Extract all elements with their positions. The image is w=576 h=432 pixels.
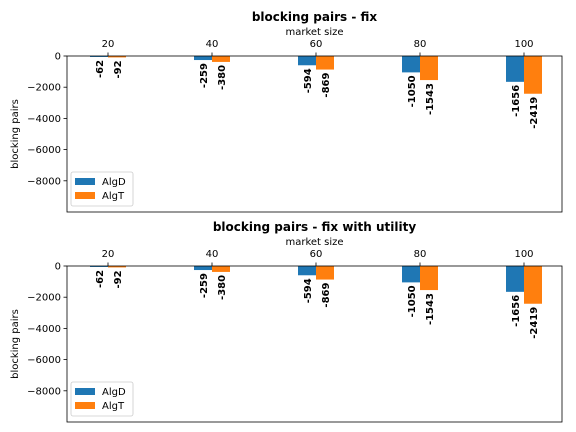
bar-algt-80: [420, 266, 438, 291]
data-label: -62: [95, 270, 106, 288]
y-tick-label: −2000: [27, 83, 61, 94]
x-tick-label: 40: [206, 249, 219, 260]
chart-title: blocking pairs - fix with utility: [213, 220, 416, 234]
bar-algd-20: [90, 266, 108, 267]
y-axis-label: blocking pairs: [10, 99, 21, 169]
bar-algt-20: [108, 56, 126, 58]
plot-frame: [66, 265, 563, 423]
y-tick-label: 0: [55, 262, 61, 273]
legend-entry: AlgD: [102, 177, 126, 188]
x-tick-label: 60: [310, 249, 323, 260]
legend-entry: AlgD: [102, 387, 126, 398]
y-tick-label: −4000: [27, 114, 61, 125]
y-tick-label: −8000: [27, 386, 61, 397]
legend-swatch-algd: [75, 388, 95, 395]
bar-algt-60: [316, 56, 334, 70]
data-label: -594: [303, 68, 314, 93]
y-tick-label: −6000: [27, 145, 61, 156]
bar-algd-80: [402, 266, 420, 283]
data-label: -1050: [407, 285, 418, 317]
legend: AlgD AlgT: [70, 171, 134, 207]
data-label: -1656: [511, 85, 522, 117]
bar-algt-40: [212, 266, 230, 272]
legend-entry: AlgT: [102, 191, 125, 202]
data-label: -62: [95, 60, 106, 78]
data-label: -869: [321, 283, 332, 308]
data-label: -380: [217, 275, 228, 300]
bar-algt-80: [420, 56, 438, 81]
data-label: -594: [303, 278, 314, 303]
data-label: -92: [113, 60, 124, 78]
data-label: -259: [199, 273, 210, 298]
x-axis-label: market size: [285, 237, 343, 248]
x-tick-label: 20: [102, 39, 115, 50]
bar-algd-60: [298, 56, 316, 66]
data-label: -1656: [511, 295, 522, 327]
legend-swatch-algd: [75, 178, 95, 185]
bar-algd-40: [194, 56, 212, 61]
x-tick-label: 40: [206, 39, 219, 50]
bar-algt-40: [212, 56, 230, 62]
bar-algd-40: [194, 266, 212, 271]
bar-algt-60: [316, 266, 334, 280]
bar-algd-100: [506, 266, 524, 292]
chart-2: blocking pairs - fix with utility market …: [10, 220, 563, 423]
y-tick-label: −6000: [27, 355, 61, 366]
x-tick-label: 20: [102, 249, 115, 260]
bar-algd-100: [506, 56, 524, 82]
legend-swatch-algt: [75, 192, 95, 199]
y-tick-label: −4000: [27, 324, 61, 335]
y-tick-label: −2000: [27, 293, 61, 304]
data-label: -2419: [529, 307, 540, 339]
data-label: -2419: [529, 97, 540, 129]
bar-algd-20: [90, 56, 108, 57]
data-label: -1050: [407, 75, 418, 107]
data-label: -92: [113, 270, 124, 288]
legend-swatch-algt: [75, 402, 95, 409]
data-label: -1543: [425, 83, 436, 115]
plot-frame: [66, 55, 563, 213]
x-tick-label: 80: [414, 39, 427, 50]
y-tick-label: 0: [55, 52, 61, 63]
y-axis-label: blocking pairs: [10, 309, 21, 379]
y-tick-label: −8000: [27, 176, 61, 187]
x-tick-label: 100: [514, 249, 533, 260]
data-label: -380: [217, 65, 228, 90]
chart-title: blocking pairs - fix: [252, 10, 378, 24]
data-label: -1543: [425, 293, 436, 325]
bar-algd-80: [402, 56, 420, 73]
data-label: -869: [321, 73, 332, 98]
bar-algt-20: [108, 266, 126, 268]
bar-algd-60: [298, 266, 316, 276]
data-label: -259: [199, 63, 210, 88]
x-tick-label: 80: [414, 249, 427, 260]
x-axis-label: market size: [285, 27, 343, 38]
bar-algt-100: [524, 56, 542, 94]
legend-entry: AlgT: [102, 401, 125, 412]
x-tick-label: 100: [514, 39, 533, 50]
chart-1: blocking pairs - fix market size blocking …: [10, 10, 563, 213]
legend: AlgD AlgT: [70, 381, 134, 417]
x-tick-label: 60: [310, 39, 323, 50]
bar-algt-100: [524, 266, 542, 304]
